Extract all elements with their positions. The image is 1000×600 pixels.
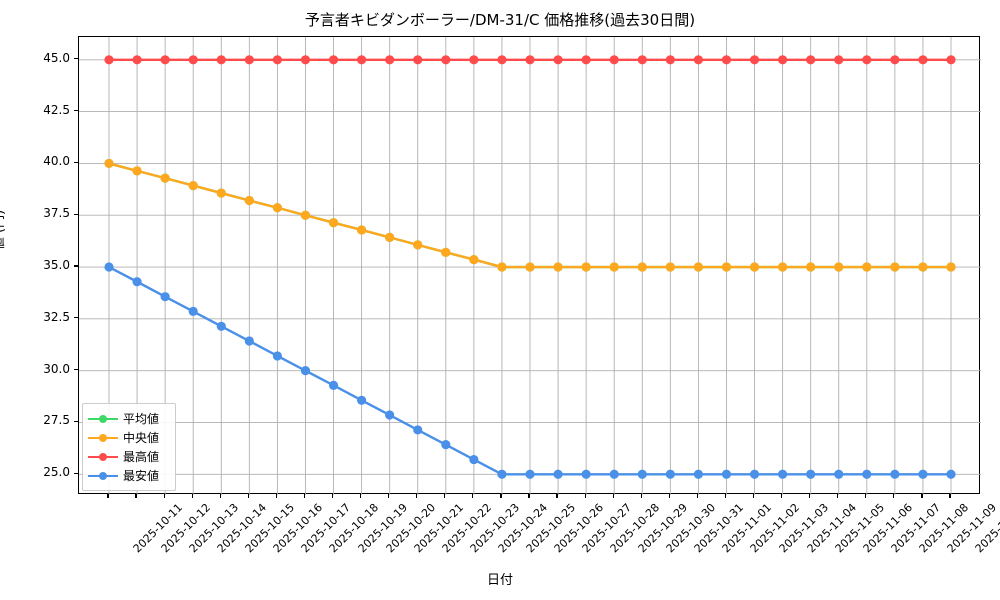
legend-marker-dot bbox=[99, 452, 107, 461]
x-tick-mark bbox=[612, 494, 614, 498]
legend-swatch-icon bbox=[88, 432, 118, 444]
x-tick-mark bbox=[668, 494, 670, 498]
series-3 bbox=[104, 262, 956, 479]
x-tick-mark bbox=[584, 494, 586, 498]
legend-item[interactable]: 平均値 bbox=[88, 409, 169, 428]
x-tick-mark bbox=[724, 494, 727, 498]
x-tick-mark bbox=[640, 494, 642, 498]
legend-swatch-icon bbox=[88, 413, 118, 425]
chart-legend: 平均値中央値最高値最安値 bbox=[82, 403, 176, 491]
x-tick-mark bbox=[752, 494, 755, 498]
x-tick-mark bbox=[893, 494, 895, 498]
legend-marker-dot bbox=[99, 471, 107, 480]
y-tick-label: 35.0 bbox=[43, 258, 70, 273]
y-tick-mark bbox=[74, 317, 78, 319]
y-tick-label: 42.5 bbox=[43, 102, 70, 117]
y-tick-label: 27.5 bbox=[43, 413, 70, 428]
x-tick-mark bbox=[472, 494, 474, 498]
x-tick-mark bbox=[781, 494, 783, 498]
legend-swatch-icon bbox=[88, 451, 118, 463]
x-tick-mark bbox=[500, 494, 502, 498]
legend-label: 中央値 bbox=[123, 431, 160, 445]
x-tick-mark bbox=[107, 494, 109, 498]
y-tick-mark bbox=[74, 161, 78, 163]
x-tick-mark bbox=[837, 494, 839, 498]
y-tick-label: 45.0 bbox=[43, 50, 70, 65]
chart-title: 予言者キビダンボーラー/DM-31/C 価格推移(過去30日間) bbox=[304, 11, 696, 29]
y-tick-label: 30.0 bbox=[43, 361, 70, 376]
x-tick-mark bbox=[865, 494, 867, 498]
y-tick-mark bbox=[74, 213, 78, 215]
y-tick-label: 37.5 bbox=[43, 206, 70, 221]
x-tick-mark bbox=[696, 494, 698, 498]
series-0 bbox=[104, 158, 956, 272]
x-tick-mark bbox=[528, 494, 530, 498]
x-tick-mark bbox=[191, 494, 193, 498]
legend-marker-dot bbox=[99, 433, 107, 442]
x-tick-mark bbox=[360, 494, 362, 498]
data-series-layer bbox=[104, 55, 956, 479]
y-tick-mark bbox=[74, 420, 78, 423]
legend-item[interactable]: 中央値 bbox=[88, 428, 169, 447]
x-tick-mark bbox=[416, 494, 418, 498]
legend-item[interactable]: 最高値 bbox=[88, 447, 169, 466]
x-tick-mark bbox=[247, 494, 249, 498]
x-tick-mark bbox=[556, 494, 558, 498]
x-tick-mark bbox=[219, 494, 221, 498]
x-tick-mark bbox=[303, 494, 306, 498]
x-tick-mark bbox=[135, 494, 137, 498]
y-tick-label: 32.5 bbox=[43, 309, 70, 324]
x-tick-mark bbox=[921, 494, 923, 498]
x-tick-mark bbox=[388, 494, 390, 498]
x-tick-mark bbox=[444, 494, 446, 498]
y-axis-label: 値 (円) bbox=[0, 209, 7, 250]
x-axis-label: 日付 bbox=[486, 573, 513, 588]
legend-label: 最安値 bbox=[123, 469, 160, 483]
legend-label: 平均値 bbox=[123, 412, 160, 426]
legend-label: 最高値 bbox=[123, 450, 160, 464]
x-tick-mark bbox=[809, 494, 811, 498]
x-tick-mark bbox=[163, 494, 165, 498]
plot-area bbox=[78, 36, 981, 495]
x-tick-mark bbox=[275, 494, 277, 498]
y-tick-mark bbox=[74, 265, 78, 267]
legend-swatch-icon bbox=[88, 470, 118, 482]
y-tick-mark bbox=[74, 472, 78, 474]
series-2 bbox=[104, 55, 956, 65]
x-tick-mark bbox=[331, 494, 334, 498]
legend-marker-dot bbox=[99, 414, 107, 423]
legend-item[interactable]: 最安値 bbox=[88, 466, 169, 485]
y-tick-mark bbox=[74, 369, 78, 371]
y-tick-label: 25.0 bbox=[43, 465, 70, 480]
y-tick-label: 40.0 bbox=[43, 154, 70, 169]
y-tick-mark bbox=[74, 58, 78, 60]
series-1 bbox=[104, 158, 956, 272]
y-tick-mark bbox=[74, 110, 78, 112]
x-tick-mark bbox=[949, 494, 951, 498]
